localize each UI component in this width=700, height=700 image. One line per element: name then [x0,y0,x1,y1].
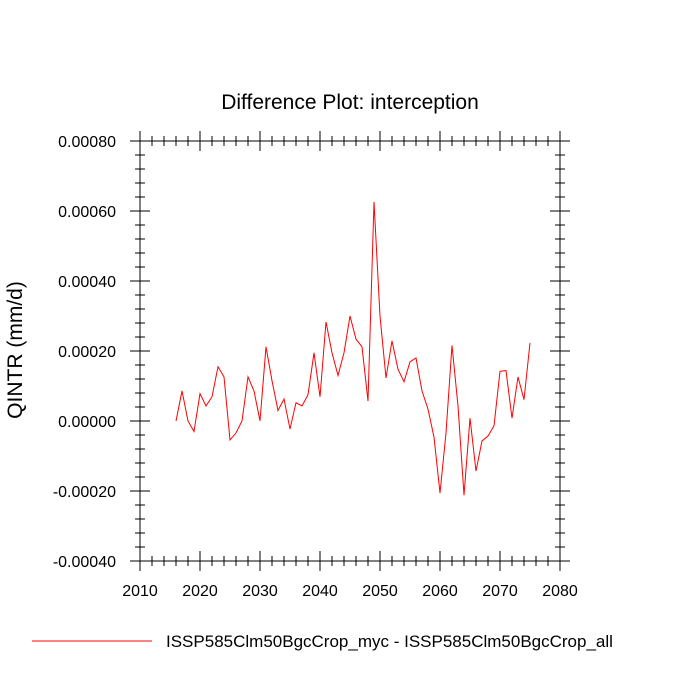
chart-title: Difference Plot: interception [221,91,479,114]
plot-frame [139,140,561,562]
x-axis-ticks [139,131,561,571]
y-tick-label: 0.00080 [58,134,116,151]
y-axis-ticks [130,140,570,562]
y-tick-label: 0.00000 [58,414,116,431]
x-axis-tick-labels: 2010 2020 2030 2040 2050 2060 2070 2080 [122,583,578,600]
x-tick-label: 2070 [482,583,518,600]
x-tick-label: 2010 [122,583,158,600]
x-tick-label: 2080 [542,583,578,600]
y-axis-tick-labels: -0.00040 -0.00020 0.00000 0.00020 0.00040 0.0… [53,134,116,571]
x-tick-label: 2040 [302,583,338,600]
legend-label: ISSP585Clm50BgcCrop_myc - ISSP585Clm50Bg… [166,632,613,651]
y-tick-label: -0.00040 [53,554,116,571]
x-tick-label: 2050 [362,583,398,600]
legend: ISSP585Clm50BgcCrop_myc - ISSP585Clm50Bg… [32,632,613,651]
series-line [175,201,531,496]
x-tick-label: 2020 [182,583,218,600]
y-tick-label: 0.00020 [58,344,116,361]
y-tick-label: 0.00060 [58,204,116,221]
x-tick-label: 2060 [422,583,458,600]
y-axis-label: QINTR (mm/d) [4,281,27,419]
x-tick-label: 2030 [242,583,278,600]
y-tick-label: 0.00040 [58,274,116,291]
series-lines [175,201,531,496]
y-tick-label: -0.00020 [53,484,116,501]
